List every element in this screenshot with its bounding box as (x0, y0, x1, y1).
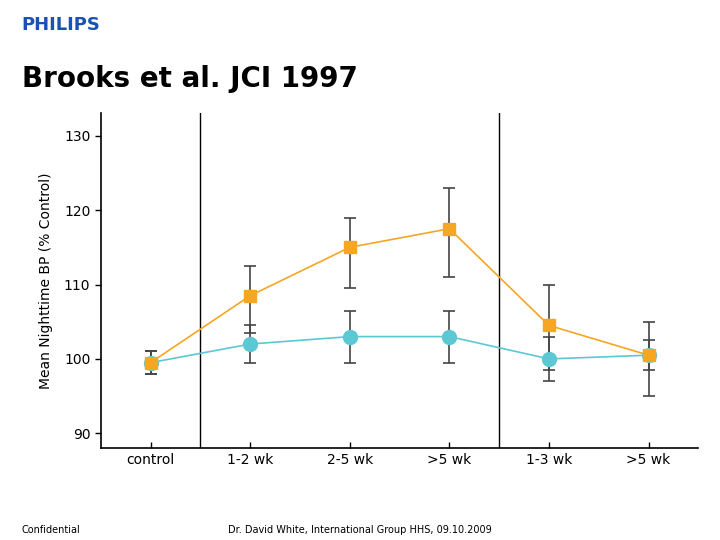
Y-axis label: Mean Nighttime BP (% Control): Mean Nighttime BP (% Control) (39, 173, 53, 389)
Text: PHILIPS: PHILIPS (22, 16, 101, 34)
Text: Confidential: Confidential (22, 524, 81, 535)
Text: Brooks et al. JCI 1997: Brooks et al. JCI 1997 (22, 65, 357, 93)
Text: Dr. David White, International Group HHS, 09.10.2009: Dr. David White, International Group HHS… (228, 524, 492, 535)
